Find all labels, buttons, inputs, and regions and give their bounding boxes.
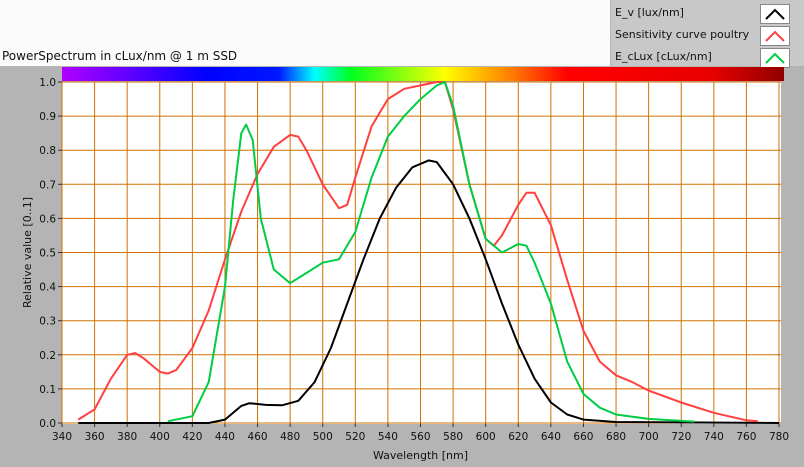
x-tick-label: 580 <box>443 431 463 443</box>
x-tick-label: 600 <box>476 431 496 443</box>
legend-label: E_cLux [cLux/nm] <box>615 50 712 63</box>
y-tick-label: 0.0 <box>39 418 56 430</box>
x-tick-label: 480 <box>280 431 300 443</box>
series-line-0 <box>78 159 780 424</box>
y-tick-label: 0.7 <box>39 179 56 191</box>
x-tick-label: 340 <box>52 431 72 443</box>
series-line-1 <box>77 81 758 423</box>
x-tick-label: 700 <box>639 431 659 443</box>
x-tick-label: 380 <box>117 431 137 443</box>
x-tick-label: 420 <box>182 431 202 443</box>
x-tick-label: 500 <box>313 431 333 443</box>
y-axis-label: Relative value [0..1] <box>21 197 34 308</box>
legend-swatch <box>760 26 790 46</box>
y-tick-label: 0.4 <box>39 282 56 294</box>
y-tick-label: 1.0 <box>39 77 56 89</box>
legend-swatch <box>760 4 790 24</box>
chart-title: PowerSpectrum in cLux/nm @ 1 m SSD <box>2 49 238 63</box>
y-tick-label: 0.1 <box>39 384 56 396</box>
x-tick-label: 760 <box>736 431 756 443</box>
legend-label: Sensitivity curve poultry <box>615 28 750 41</box>
x-tick-label: 540 <box>378 431 398 443</box>
y-tick-label: 0.3 <box>39 316 56 328</box>
x-tick-label: 680 <box>606 431 626 443</box>
x-tick-label: 460 <box>248 431 268 443</box>
chart-title-area: PowerSpectrum in cLux/nm @ 1 m SSD <box>0 0 610 66</box>
x-tick-label: 560 <box>410 431 430 443</box>
y-tick-label: 0.9 <box>39 111 56 123</box>
y-tick-label: 0.8 <box>39 145 56 157</box>
x-tick-label: 740 <box>704 431 724 443</box>
x-tick-label: 440 <box>215 431 235 443</box>
spectrum-color-bar <box>62 67 784 81</box>
x-tick-label: 780 <box>769 431 789 443</box>
x-tick-label: 360 <box>85 431 105 443</box>
x-tick-label: 520 <box>345 431 365 443</box>
y-tick-label: 0.6 <box>39 213 56 225</box>
y-tick-label: 0.2 <box>39 350 56 362</box>
x-tick-label: 660 <box>573 431 593 443</box>
legend-label: E_v [lux/nm] <box>615 6 684 19</box>
y-tick-label: 0.5 <box>39 248 56 260</box>
x-tick-label: 620 <box>508 431 528 443</box>
x-tick-label: 720 <box>671 431 691 443</box>
x-tick-label: 640 <box>541 431 561 443</box>
x-axis-label: Wavelength [nm] <box>373 449 468 462</box>
x-tick-label: 400 <box>150 431 170 443</box>
legend: E_v [lux/nm] Sensitivity curve poultry E_c… <box>611 0 804 68</box>
series-line-2 <box>167 81 695 423</box>
